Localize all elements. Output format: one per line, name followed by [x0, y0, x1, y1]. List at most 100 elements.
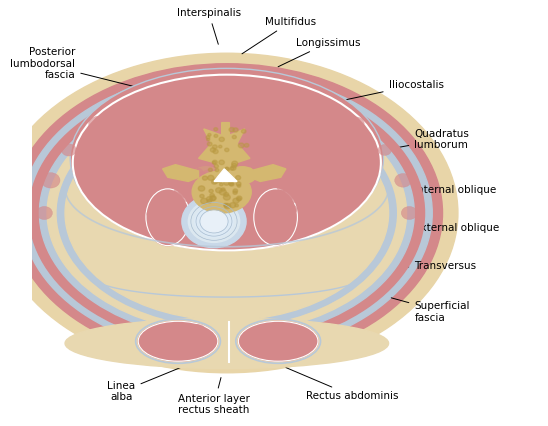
Circle shape [237, 196, 242, 200]
Circle shape [276, 158, 295, 174]
Circle shape [288, 153, 311, 172]
Circle shape [214, 128, 218, 131]
Circle shape [229, 177, 233, 181]
Ellipse shape [146, 189, 190, 245]
Circle shape [278, 124, 299, 141]
Circle shape [256, 215, 271, 227]
Circle shape [229, 127, 235, 132]
Circle shape [282, 187, 301, 203]
Circle shape [289, 112, 315, 133]
Ellipse shape [39, 87, 414, 339]
Circle shape [232, 135, 236, 139]
Circle shape [180, 113, 202, 131]
Circle shape [218, 180, 222, 183]
Ellipse shape [70, 68, 384, 248]
Circle shape [186, 337, 198, 346]
Circle shape [304, 120, 318, 132]
Ellipse shape [238, 321, 318, 361]
Circle shape [176, 114, 193, 129]
Circle shape [401, 207, 417, 219]
Circle shape [255, 166, 279, 185]
Polygon shape [198, 123, 250, 177]
Circle shape [219, 160, 224, 164]
Circle shape [233, 191, 237, 194]
Ellipse shape [247, 104, 340, 213]
Circle shape [293, 129, 306, 139]
Circle shape [214, 164, 219, 168]
Circle shape [197, 161, 216, 177]
Circle shape [316, 132, 335, 147]
Ellipse shape [29, 78, 425, 348]
Circle shape [395, 173, 412, 187]
Ellipse shape [138, 321, 218, 361]
Circle shape [189, 168, 204, 180]
Circle shape [165, 346, 178, 357]
Ellipse shape [138, 105, 223, 204]
Ellipse shape [65, 106, 389, 320]
Circle shape [213, 150, 218, 154]
Circle shape [159, 212, 174, 224]
Circle shape [207, 197, 212, 201]
Circle shape [278, 130, 292, 142]
Circle shape [267, 195, 279, 204]
Circle shape [159, 208, 174, 219]
Circle shape [232, 164, 237, 167]
Circle shape [275, 204, 286, 213]
Circle shape [309, 149, 327, 164]
Circle shape [215, 178, 220, 182]
Circle shape [209, 189, 213, 193]
Circle shape [181, 143, 195, 155]
Text: Rectus abdominis: Rectus abdominis [286, 368, 399, 401]
Circle shape [269, 108, 292, 126]
Circle shape [236, 182, 241, 186]
Ellipse shape [228, 167, 256, 184]
Circle shape [283, 148, 296, 159]
Circle shape [178, 180, 201, 199]
Circle shape [237, 198, 241, 201]
Circle shape [189, 325, 203, 337]
Ellipse shape [65, 318, 389, 368]
Circle shape [229, 181, 232, 184]
Circle shape [208, 168, 213, 172]
Circle shape [280, 330, 289, 338]
Circle shape [235, 204, 238, 207]
Text: Psoas major: Psoas major [248, 233, 318, 250]
Ellipse shape [136, 101, 226, 207]
Circle shape [208, 133, 211, 136]
Circle shape [259, 207, 275, 220]
Circle shape [180, 328, 190, 337]
Circle shape [206, 146, 226, 162]
Ellipse shape [11, 64, 443, 362]
Circle shape [274, 190, 293, 205]
Circle shape [191, 137, 212, 154]
Circle shape [187, 142, 204, 156]
Circle shape [157, 144, 179, 161]
Circle shape [224, 195, 230, 200]
Circle shape [173, 340, 186, 351]
Circle shape [207, 142, 212, 146]
Circle shape [159, 161, 173, 174]
Circle shape [210, 196, 215, 201]
Text: Intertransversarii: Intertransversarii [273, 210, 387, 220]
Text: Anterior layer
rectus sheath: Anterior layer rectus sheath [178, 377, 250, 415]
Circle shape [272, 343, 288, 355]
Circle shape [194, 172, 209, 184]
Circle shape [244, 341, 256, 351]
Ellipse shape [146, 189, 190, 245]
Circle shape [301, 161, 322, 179]
Circle shape [224, 181, 229, 185]
Circle shape [265, 328, 281, 341]
Circle shape [200, 144, 221, 162]
Circle shape [181, 127, 198, 141]
Circle shape [230, 167, 234, 170]
Circle shape [225, 167, 229, 171]
Ellipse shape [254, 189, 298, 245]
Text: Internal oblique: Internal oblique [391, 185, 496, 195]
Circle shape [378, 144, 391, 155]
Circle shape [246, 331, 262, 344]
Circle shape [232, 161, 238, 166]
Circle shape [210, 148, 215, 152]
Circle shape [182, 184, 200, 199]
Circle shape [236, 176, 241, 180]
Text: Interspinalis: Interspinalis [177, 8, 241, 44]
